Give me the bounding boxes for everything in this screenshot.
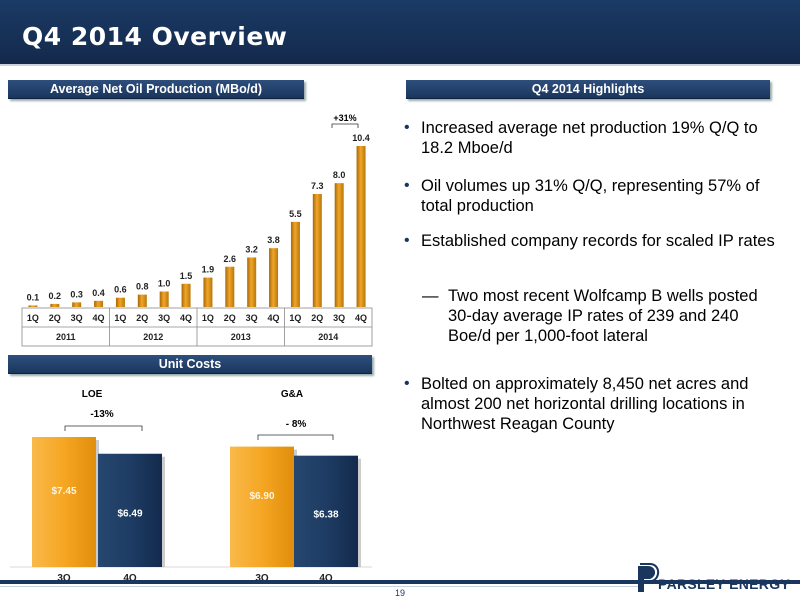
production-bar	[115, 297, 125, 307]
header-bar: Q4 2014 Overview	[0, 0, 800, 66]
production-bar	[269, 248, 279, 307]
ga-bar	[294, 455, 358, 567]
unit-costs-chart: LOE G&A $7.45 3Q $6.49 4Q $6.90 3Q $6.38 4Q -13…	[10, 389, 372, 584]
production-bar	[356, 146, 366, 307]
production-bar	[312, 193, 322, 307]
production-bar	[181, 283, 191, 307]
loe-category-label: 4Q	[123, 573, 137, 584]
quarter-tick-label: 3Q	[158, 313, 170, 323]
loe-value-label: $6.49	[117, 508, 142, 519]
production-bar	[72, 302, 82, 307]
quarter-tick-label: 3Q	[333, 313, 345, 323]
production-bar	[28, 305, 38, 307]
quarter-tick-label: 1Q	[202, 313, 214, 323]
quarter-tick-label: 4Q	[93, 313, 105, 323]
highlights-banner: Q4 2014 Highlights	[406, 80, 770, 99]
footer-rule	[0, 580, 800, 584]
unit-costs-banner: Unit Costs	[8, 355, 372, 374]
quarter-tick-label: 4Q	[268, 313, 280, 323]
quarter-tick-label: 1Q	[289, 313, 301, 323]
company-logo: PARSLEY ENERGY	[632, 562, 800, 596]
company-name: PARSLEY ENERGY	[658, 576, 791, 592]
bullet-icon: •	[404, 375, 410, 392]
production-value-label: 2.6	[224, 254, 237, 264]
highlight-text: Established company records for scaled I…	[421, 232, 775, 250]
ga-annotation-label: - 8%	[286, 419, 307, 430]
production-banner: Average Net Oil Production (MBo/d)	[8, 80, 304, 99]
quarter-tick-label: 1Q	[27, 313, 39, 323]
quarter-tick-label: 2Q	[136, 313, 148, 323]
production-bar	[137, 294, 147, 307]
production-bar	[203, 277, 213, 307]
quarter-tick-label: 1Q	[114, 313, 126, 323]
production-value-label: 5.5	[289, 209, 302, 219]
quarter-tick-label: 2Q	[311, 313, 323, 323]
quarter-tick-label: 3Q	[246, 313, 258, 323]
bullet-icon: •	[404, 232, 410, 249]
production-value-label: 8.0	[333, 170, 346, 180]
page-number: 19	[394, 588, 405, 598]
loe-bar	[32, 437, 96, 567]
quarter-tick-label: 4Q	[355, 313, 367, 323]
production-bar	[225, 266, 235, 307]
highlight-text: Oil volumes up 31% Q/Q, representing 57%…	[421, 177, 760, 215]
production-bar	[247, 257, 257, 307]
year-tick-label: 2012	[143, 332, 163, 342]
ga-title: G&A	[281, 389, 303, 400]
year-tick-label: 2014	[318, 332, 338, 342]
loe-annotation: -13%	[64, 409, 143, 431]
quarter-tick-label: 4Q	[180, 313, 192, 323]
production-value-label: 0.1	[27, 292, 40, 302]
dash-icon: —	[422, 287, 439, 305]
year-tick-label: 2013	[231, 332, 251, 342]
production-value-label: 1.0	[158, 279, 171, 289]
quarter-tick-label: 3Q	[71, 313, 83, 323]
production-value-label: 1.5	[180, 271, 193, 281]
ga-category-label: 4Q	[319, 573, 333, 584]
production-bar	[334, 183, 344, 307]
header-rule	[0, 64, 800, 66]
production-bar	[94, 300, 104, 307]
production-value-label: 0.8	[136, 282, 149, 292]
production-chart: 0.1 0.2 0.3 0.4 0.6 0.8 1.0 1.5 1.9 2.6 3.2 3.8 5.5 7…	[21, 113, 373, 347]
ga-value-label: $6.38	[313, 509, 338, 520]
highlight-subtext: Two most recent Wolfcamp B wells posted …	[448, 287, 758, 345]
production-bar	[290, 221, 300, 307]
ga-bar	[230, 446, 294, 567]
production-bar	[159, 291, 169, 307]
quarter-tick-label: 2Q	[224, 313, 236, 323]
production-value-label: 0.4	[92, 288, 105, 298]
page-title: Q4 2014 Overview	[22, 22, 288, 51]
year-tick-label: 2011	[56, 332, 76, 342]
highlight-text: Increased average net production 19% Q/Q…	[421, 119, 758, 157]
loe-bar	[98, 453, 162, 567]
production-value-label: 0.6	[114, 285, 127, 295]
production-value-label: 1.9	[202, 265, 215, 275]
loe-category-label: 3Q	[57, 573, 71, 584]
production-value-label: 3.2	[245, 244, 258, 254]
production-value-label: 10.4	[352, 133, 370, 143]
ga-category-label: 3Q	[255, 573, 269, 584]
production-value-label: 0.3	[70, 289, 83, 299]
bullet-icon: •	[404, 119, 410, 136]
production-value-label: 7.3	[311, 181, 324, 191]
logo-mark-icon	[638, 563, 660, 592]
ga-value-label: $6.90	[249, 491, 274, 502]
growth-annotation: +31%	[331, 113, 359, 128]
loe-value-label: $7.45	[51, 486, 76, 497]
production-bar	[50, 303, 60, 307]
growth-annotation-label: +31%	[333, 113, 356, 123]
bullet-icon: •	[404, 177, 410, 194]
production-value-label: 3.8	[267, 235, 280, 245]
loe-title: LOE	[82, 389, 103, 400]
highlight-text: Bolted on approximately 8,450 net acres …	[421, 375, 749, 433]
loe-annotation-label: -13%	[90, 409, 113, 420]
ga-annotation: - 8%	[257, 419, 334, 440]
production-value-label: 0.2	[49, 291, 62, 301]
footer-rule-thin	[0, 586, 640, 587]
quarter-tick-label: 2Q	[49, 313, 61, 323]
